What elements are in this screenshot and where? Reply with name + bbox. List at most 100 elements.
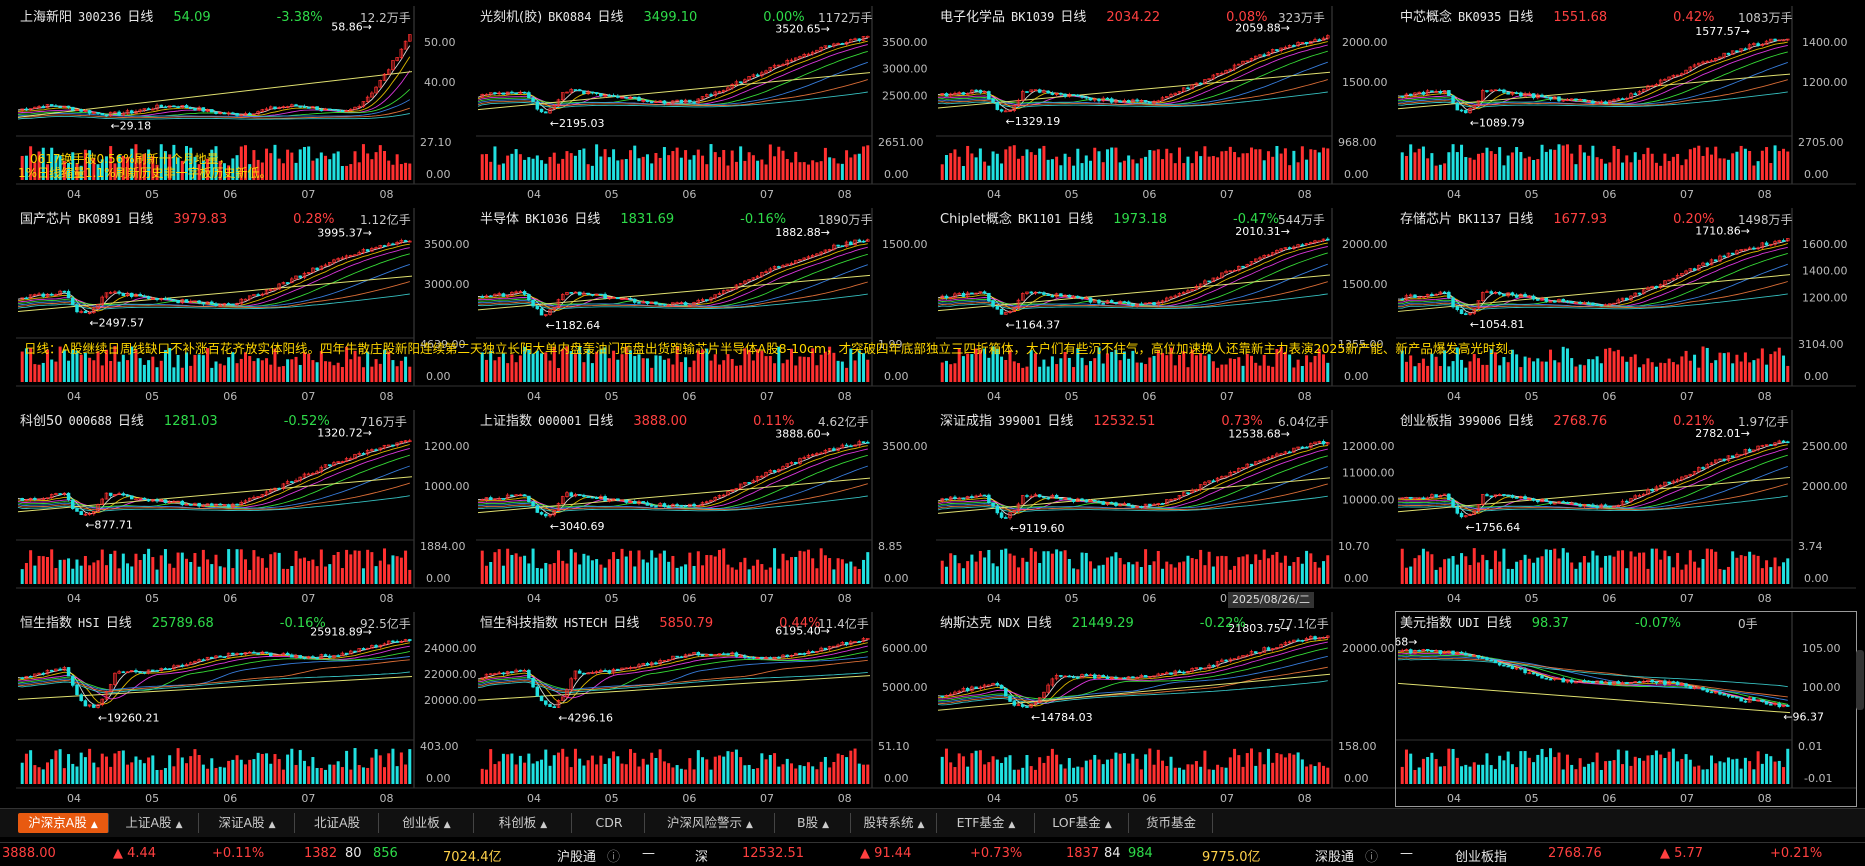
help-icon-2[interactable]: ⓘ <box>1365 850 1379 865</box>
candle-body <box>1042 496 1046 499</box>
candle-body <box>1148 302 1152 304</box>
candle-body <box>1292 246 1296 250</box>
tab-4[interactable]: 北证A股 <box>296 813 379 833</box>
candle-body <box>45 669 50 675</box>
tab-7[interactable]: CDR <box>574 813 645 833</box>
tab-arrow-icon[interactable]: ▲ <box>443 820 451 830</box>
chart-panel-bk1101[interactable]: 2010.31→ ←1164.37 2000.00 1500.00 1355.00 0.0… <box>936 208 1396 404</box>
month-tick-label: 05 <box>605 592 619 605</box>
moving-average-line <box>937 293 1328 310</box>
candle-body <box>760 656 764 659</box>
chart-panel-bk1039[interactable]: 2059.88→ ←1329.19 2000.00 1500.00 968.00 0.00… <box>936 6 1396 202</box>
chart-panel-udi[interactable]: 104.68→←96.37105.00100.000.01-0.01040506… <box>1395 611 1857 807</box>
candle-body <box>277 654 281 657</box>
tab-arrow-icon[interactable]: ▲ <box>917 820 925 830</box>
volume-bar <box>83 149 87 180</box>
candle-body <box>273 106 277 109</box>
candle-body <box>514 291 518 294</box>
tab-arrow-icon[interactable]: ▲ <box>1008 820 1016 830</box>
tab-arrow-icon[interactable]: ▲ <box>746 820 753 830</box>
candle-body <box>1667 681 1671 685</box>
candle-body <box>590 496 595 499</box>
candle-body <box>108 111 113 117</box>
volume-bar <box>633 752 637 784</box>
tab-11[interactable]: ETF基金 ▲ <box>938 813 1035 833</box>
volume-bar <box>1701 155 1705 180</box>
volume-bar <box>1131 350 1135 382</box>
chart-panel-bk0935[interactable]: 1577.57→ ←1089.79 1400.00 1200.00 2705.00 0.0… <box>1396 6 1856 202</box>
tab-arrow-icon[interactable]: ▲ <box>175 820 183 830</box>
volume-bar <box>1705 548 1709 584</box>
candle-body <box>155 104 159 110</box>
tab-12[interactable]: LOF基金 ▲ <box>1036 813 1129 833</box>
volume-bar <box>1693 561 1697 584</box>
volume-bar <box>404 356 408 382</box>
chart-panel-bk0891[interactable]: 3995.37→ ←2497.57 3500.00 3000.00 4639.00 0.0… <box>16 208 478 404</box>
candle-body <box>117 671 121 674</box>
volume-bar <box>96 560 100 584</box>
tab-arrow-icon[interactable]: ▲ <box>90 820 98 830</box>
candle-body <box>1016 299 1021 309</box>
volume-bar <box>302 352 306 382</box>
volume-bar <box>1000 549 1004 584</box>
volume-bar <box>506 155 510 180</box>
candle-body <box>569 492 573 497</box>
volume-bar <box>726 165 730 180</box>
tab-arrow-icon[interactable]: ▲ <box>268 820 276 830</box>
volume-bar <box>1582 766 1586 784</box>
tab-6[interactable]: 科创板 ▲ <box>475 813 572 833</box>
tab-arrow-icon[interactable]: ▲ <box>540 820 548 830</box>
volume-bar <box>1765 147 1769 180</box>
panel-pct: 0.11% <box>753 414 795 429</box>
hgt-label[interactable]: 沪股通 <box>557 850 597 865</box>
volume-bar <box>1063 153 1067 180</box>
tab-8[interactable]: 沪深风险警示 ▲ <box>646 813 775 833</box>
volume-bar <box>1769 163 1773 180</box>
chart-panel-hsi[interactable]: 25918.89→ ←19260.21 24000.00 22000.00 20000.… <box>16 612 478 806</box>
tab-10[interactable]: 股转系统 ▲ <box>852 813 937 833</box>
moving-average-line <box>477 91 868 108</box>
tab-1[interactable]: 沪深京A股 ▲ <box>18 813 109 833</box>
tab-arrow-icon[interactable]: ▲ <box>1104 820 1112 830</box>
tab-5[interactable]: 创业板 ▲ <box>380 813 474 833</box>
chart-panel-hstech[interactable]: 6195.40→ ←4296.16 6000.00 5000.00 51.10 0.00 0… <box>476 612 936 806</box>
volume-bar <box>624 159 628 180</box>
candle-body <box>970 89 974 94</box>
candle-body <box>386 640 391 645</box>
chart-panel-000001[interactable]: 3888.60→ ←3040.69 3500.00 8.85 0.00 04 05 06 07 0… <box>476 410 936 606</box>
volume-bar <box>1515 767 1519 784</box>
tab-arrow-icon[interactable]: ▲ <box>822 820 829 830</box>
volume-bar <box>218 766 222 784</box>
tab-2[interactable]: 上证A股 ▲ <box>110 813 199 833</box>
volume-bar <box>1004 149 1008 180</box>
chart-panel-000688[interactable]: 1320.72→ ←877.71 1200.00 1000.00 1884.00 0.00… <box>16 410 478 606</box>
sh-flat-count: 80 <box>345 846 362 861</box>
chart-panel-bk0884[interactable]: 3520.65→ ←2195.03 3500.00 3000.00 2500.00 265… <box>476 6 936 202</box>
sgt-label[interactable]: 深股通 <box>1315 850 1355 865</box>
volume-bar <box>518 154 522 180</box>
candle-body <box>374 247 378 249</box>
volume-bar <box>1659 362 1663 382</box>
volume-bar <box>1451 361 1455 382</box>
tab-3[interactable]: 深证A股 ▲ <box>200 813 295 833</box>
chart-panel-bk1036[interactable]: 1882.88→ ←1182.64 1500.00 1.99 0.00 04 05 06 07 0… <box>476 208 936 404</box>
volume-bar <box>709 144 713 180</box>
candle-body <box>1633 292 1637 297</box>
chart-panel-bk1137[interactable]: 1710.86→ ←1054.81 1600.00 1400.00 1200.00 310… <box>1396 208 1856 404</box>
chart-panel-300236[interactable]: 58.86→ ←29.18 50.00 40.00 27.10 0.00 04 05 06 07 0… <box>16 6 478 202</box>
sh-index-value: 3888.00 <box>2 846 56 861</box>
candle-body <box>1464 652 1468 656</box>
tab-9[interactable]: B股 ▲ <box>776 813 851 833</box>
help-icon[interactable]: ⓘ <box>607 850 621 865</box>
volume-bar <box>1769 756 1773 784</box>
vertical-scrollbar[interactable] <box>1856 650 1864 710</box>
chart-panel-399001[interactable]: 12538.68→ ←9119.60 12000.00 11000.00 10000.0… <box>936 410 1396 606</box>
volume-bar <box>747 764 751 784</box>
panel-period: 日线 <box>127 212 154 227</box>
chart-panel-ndx[interactable]: 21803.75→ ←14784.03 20000.00 158.00 0.00 04 05… <box>936 612 1396 806</box>
chart-panel-399006[interactable]: 2782.01→ ←1756.64 2500.00 2000.00 3.74 0.00 04… <box>1396 410 1856 606</box>
tab-13[interactable]: 货币基金 <box>1130 813 1213 833</box>
volume-bar <box>1050 748 1054 784</box>
candle-body <box>193 660 197 664</box>
volume-bar <box>163 350 167 382</box>
